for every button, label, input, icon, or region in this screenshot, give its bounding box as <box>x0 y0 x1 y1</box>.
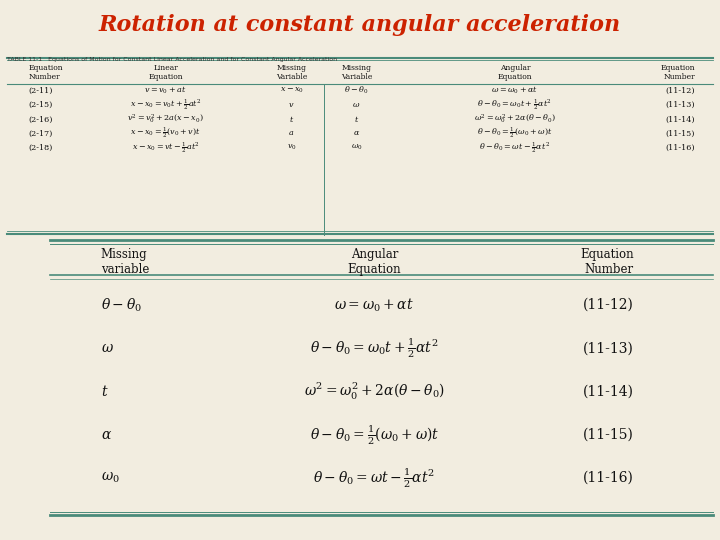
Text: Angular
Equation: Angular Equation <box>498 64 532 81</box>
Text: $\theta - \theta_0$: $\theta - \theta_0$ <box>101 296 142 314</box>
Text: $\omega^2 = \omega_0^2 + 2\alpha(\theta - \theta_0)$: $\omega^2 = \omega_0^2 + 2\alpha(\theta … <box>304 381 445 402</box>
Text: (11-16): (11-16) <box>665 144 695 151</box>
Text: $t$: $t$ <box>289 114 294 124</box>
Text: $\theta - \theta_0$: $\theta - \theta_0$ <box>344 85 369 96</box>
Text: (2-16): (2-16) <box>29 116 53 123</box>
Text: $x - x_0 = vt - \frac{1}{2}at^2$: $x - x_0 = vt - \frac{1}{2}at^2$ <box>132 140 199 154</box>
Text: (11-12): (11-12) <box>582 298 634 312</box>
Text: $\alpha$: $\alpha$ <box>353 130 360 137</box>
Text: (11-13): (11-13) <box>665 101 695 109</box>
Text: Missing
Variable: Missing Variable <box>276 64 307 81</box>
Text: TABLE 11-1   Equations of Motion for Constant Linear Acceleration and for Consta: TABLE 11-1 Equations of Motion for Const… <box>7 57 338 62</box>
Text: $\omega^2 = \omega_0^2 + 2\alpha(\theta - \theta_0)$: $\omega^2 = \omega_0^2 + 2\alpha(\theta … <box>474 113 556 126</box>
Text: $t$: $t$ <box>101 384 109 399</box>
Text: $v^2 = v_0^2 + 2a(x - x_0)$: $v^2 = v_0^2 + 2a(x - x_0)$ <box>127 113 204 126</box>
Text: (11-15): (11-15) <box>582 428 634 442</box>
Text: Missing
variable: Missing variable <box>101 248 149 276</box>
Text: Linear
Equation: Linear Equation <box>148 64 183 81</box>
Text: $\theta - \theta_0 = \omega t - \frac{1}{2}\alpha t^2$: $\theta - \theta_0 = \omega t - \frac{1}… <box>480 140 550 154</box>
Text: Equation
Number: Equation Number <box>580 248 634 276</box>
Text: $\theta - \theta_0 = \frac{1}{2}(\omega_0 + \omega)t$: $\theta - \theta_0 = \frac{1}{2}(\omega_… <box>310 423 439 447</box>
Text: $v$: $v$ <box>289 101 294 109</box>
Text: (11-13): (11-13) <box>582 341 634 355</box>
Text: $t$: $t$ <box>354 114 359 124</box>
Text: Missing
Variable: Missing Variable <box>341 64 372 81</box>
Text: (11-12): (11-12) <box>665 87 695 94</box>
Text: (2-11): (2-11) <box>29 87 53 94</box>
Text: Angular
Equation: Angular Equation <box>348 248 401 276</box>
Text: $x - x_0$: $x - x_0$ <box>279 86 304 96</box>
Text: Rotation at constant angular acceleration: Rotation at constant angular acceleratio… <box>99 14 621 36</box>
Text: $a$: $a$ <box>289 130 294 137</box>
Text: $x - x_0 = \frac{1}{2}(v_0 + v)t$: $x - x_0 = \frac{1}{2}(v_0 + v)t$ <box>130 126 201 140</box>
Text: (2-17): (2-17) <box>29 130 53 137</box>
Text: $\alpha$: $\alpha$ <box>101 428 112 442</box>
Text: $x - x_0 = v_0t + \frac{1}{2}at^2$: $x - x_0 = v_0t + \frac{1}{2}at^2$ <box>130 98 202 112</box>
Text: $\theta - \theta_0 = \omega t - \frac{1}{2}\alpha t^2$: $\theta - \theta_0 = \omega t - \frac{1}… <box>313 466 436 490</box>
Text: (11-16): (11-16) <box>582 471 634 485</box>
Text: (11-14): (11-14) <box>665 116 695 123</box>
Text: $\theta - \theta_0 = \frac{1}{2}(\omega_0 + \omega)t$: $\theta - \theta_0 = \frac{1}{2}(\omega_… <box>477 126 552 140</box>
Text: (2-15): (2-15) <box>29 101 53 109</box>
Text: Equation
Number: Equation Number <box>29 64 63 81</box>
Text: $\omega = \omega_0 + \alpha t$: $\omega = \omega_0 + \alpha t$ <box>491 85 539 96</box>
Text: $\omega_0$: $\omega_0$ <box>101 471 120 485</box>
Text: (11-14): (11-14) <box>582 384 634 399</box>
Text: $\omega_0$: $\omega_0$ <box>351 143 362 152</box>
Text: $\omega = \omega_0 + \alpha t$: $\omega = \omega_0 + \alpha t$ <box>334 296 415 314</box>
Text: $\omega$: $\omega$ <box>352 101 361 109</box>
Text: (2-18): (2-18) <box>29 144 53 151</box>
Text: $\theta - \theta_0 = \omega_0t + \frac{1}{2}\alpha t^2$: $\theta - \theta_0 = \omega_0t + \frac{1… <box>477 98 552 112</box>
Text: $v_0$: $v_0$ <box>287 143 297 152</box>
Text: Equation
Number: Equation Number <box>660 64 695 81</box>
Text: $\theta - \theta_0 = \omega_0t + \frac{1}{2}\alpha t^2$: $\theta - \theta_0 = \omega_0t + \frac{1… <box>310 336 438 360</box>
Text: $v = v_0 + at$: $v = v_0 + at$ <box>145 85 186 96</box>
Text: $\omega$: $\omega$ <box>101 341 114 355</box>
Text: (11-15): (11-15) <box>665 130 695 137</box>
